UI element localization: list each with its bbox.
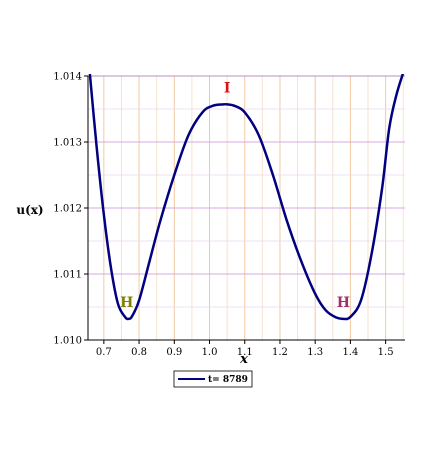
annotation-label: H [337,295,350,311]
x-tick-label: 1.1 [237,347,253,358]
x-tick-label: 1.5 [378,347,394,358]
grid [88,75,405,340]
x-axis-label: x [239,352,248,367]
y-tick-label: 1.013 [53,138,82,149]
x-tick-label: 1.3 [307,347,323,358]
legend-box [173,370,253,388]
axes [84,75,405,344]
y-tick-label: 1.010 [53,336,82,347]
x-tick-label: 0.8 [131,347,147,358]
x-tick-label: 1.0 [202,347,218,358]
legend-label: t= 8789 [208,375,248,385]
legend: t= 8789 [173,370,253,388]
y-tick-label: 1.011 [53,270,82,281]
x-tick-label: 0.9 [166,347,182,358]
series [88,74,405,321]
annotations: H I H [120,81,350,312]
annotation-label: H [120,295,133,311]
y-axis-label: u(x) [16,203,43,217]
x-tick-label: 1.4 [342,347,358,358]
x-tick-label: 1.2 [272,347,288,358]
y-tick-label: 1.012 [53,204,82,215]
y-tick-label: 1.014 [53,72,82,83]
x-tick-label: 0.7 [96,347,112,358]
tick-labels: 0.7 0.8 0.9 1.0 1.1 1.2 1.3 1.4 1.5 1.010 1.011 1.0… [53,72,393,359]
series-line [88,74,405,321]
annotation-label: I [224,81,231,97]
